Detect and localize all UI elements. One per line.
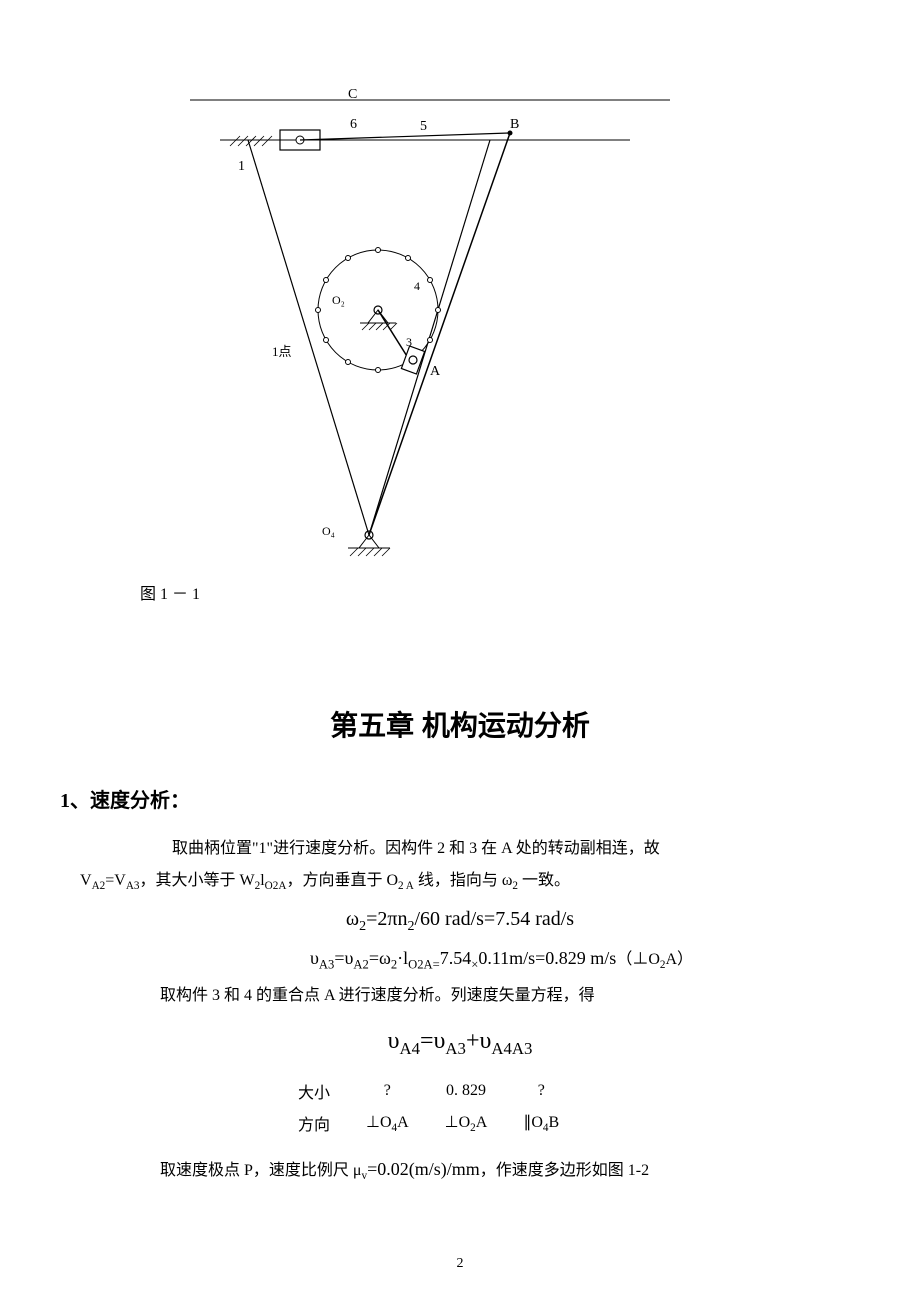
vector-table: 大小 ? 0. 829 ? 方向 ⊥O4A ⊥O2A ∥O4B	[280, 1075, 577, 1139]
label-6: 6	[350, 117, 357, 132]
paragraph-2: 取构件 3 和 4 的重合点 A 进行速度分析。列速度矢量方程，得	[160, 980, 800, 1012]
formula-omega2: ω2=2πn2/60 rad/s=7.54 rad/s	[60, 908, 860, 935]
page-number: 2	[0, 1256, 920, 1272]
label-A: A	[430, 364, 441, 379]
paragraph-1-line-2: VA2=VA3，其大小等于 W2lO2A，方向垂直于 O2 A 线，指向与 ω2…	[80, 865, 800, 898]
table-row: 大小 ? 0. 829 ?	[280, 1075, 577, 1107]
section-1-heading: 1、速度分析：	[60, 784, 860, 813]
chapter-title: 第五章 机构运动分析	[60, 704, 860, 744]
label-B: B	[510, 117, 519, 132]
paragraph-1-line-1: 取曲柄位置"1"进行速度分析。因构件 2 和 3 在 A 处的转动副相连，故	[140, 833, 800, 865]
formula-va4: υA4=υA3+υA4A3	[60, 1028, 860, 1059]
table-row: 方向 ⊥O4A ⊥O2A ∥O4B	[280, 1107, 577, 1139]
label-3: 3	[406, 335, 412, 349]
formula-va3: υA3=υA2=ω2·lO2A=7.54×0.11m/s=0.829 m/s（⊥…	[60, 945, 860, 973]
label-O4: O₄	[322, 524, 335, 538]
mechanism-diagram: C B 6 5 1 O₄	[160, 80, 680, 570]
label-4: 4	[414, 279, 420, 293]
label-5: 5	[420, 119, 427, 134]
figure-label: 图 1 － 1	[140, 580, 860, 604]
label-O2: O₂	[332, 293, 345, 307]
label-C: C	[348, 87, 357, 102]
closing-paragraph: 取速度极点 P，速度比例尺 μv=0.02(m/s)/mm，作速度多边形如图 1…	[160, 1151, 800, 1188]
label-1: 1	[238, 159, 245, 174]
label-1pt: 1点	[272, 344, 292, 359]
